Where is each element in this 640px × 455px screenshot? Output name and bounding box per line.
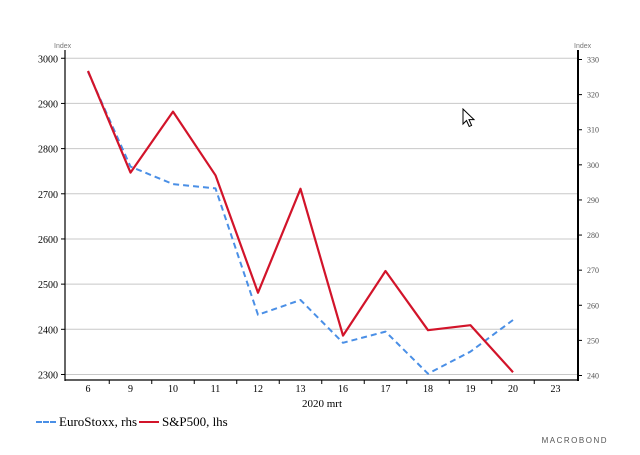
x-tick-label: 13 <box>296 384 306 395</box>
x-tick-label: 11 <box>211 384 221 395</box>
legend-label-sp500: S&P500, lhs <box>162 414 228 429</box>
left-tick-label: 2400 <box>38 325 58 336</box>
x-tick-label: 23 <box>551 384 561 395</box>
series-lines <box>86 70 514 375</box>
x-tick-label: 10 <box>168 384 178 395</box>
right-tick-label: 330 <box>587 56 599 65</box>
left-tick-label: 2500 <box>38 280 58 291</box>
left-tick-label: 2600 <box>38 235 58 246</box>
x-tick-label: 12 <box>253 384 263 395</box>
grid-lines <box>65 57 578 375</box>
right-axis-unit: Index <box>574 43 592 50</box>
x-tick-label: 6 <box>86 384 91 395</box>
x-tick-label: 19 <box>466 384 476 395</box>
legend: EuroStoxx, rhs S&P500, lhs <box>36 414 230 430</box>
left-axis-unit: Index <box>54 43 72 50</box>
series-line-sp500 <box>86 70 514 373</box>
legend-swatch-eurostoxx <box>36 421 56 423</box>
mouse-cursor-icon <box>462 108 476 128</box>
left-tick-label: 2800 <box>38 145 58 156</box>
x-tick-label: 20 <box>508 384 518 395</box>
right-tick-label: 270 <box>587 266 599 275</box>
x-tick-label: 16 <box>338 384 348 395</box>
right-tick-label: 280 <box>587 231 599 240</box>
legend-item-sp500: S&P500, lhs <box>139 414 228 430</box>
x-tick-label: 9 <box>128 384 133 395</box>
legend-label-eurostoxx: EuroStoxx, rhs <box>59 414 137 429</box>
left-tick-label: 2900 <box>38 99 58 110</box>
right-tick-label: 290 <box>587 196 599 205</box>
x-axis-ticks: 6 9 10 11 12 13 16 17 18 19 20 23 <box>86 380 561 395</box>
left-tick-label: 2700 <box>38 190 58 201</box>
right-tick-label: 310 <box>587 126 599 135</box>
right-tick-label: 320 <box>587 91 599 100</box>
right-tick-label: 240 <box>587 371 599 380</box>
left-tick-label: 2300 <box>38 370 58 381</box>
brand-logo: MACROBOND <box>541 436 608 445</box>
left-tick-label: 3000 <box>38 54 58 65</box>
right-axis-ticks: 240 250 260 270 280 290 300 310 320 330 <box>578 56 599 380</box>
legend-item-eurostoxx: EuroStoxx, rhs <box>36 414 137 430</box>
right-tick-label: 260 <box>587 301 599 310</box>
x-tick-label: 17 <box>381 384 391 395</box>
right-tick-label: 250 <box>587 336 599 345</box>
axes <box>64 50 579 381</box>
x-tick-label: 18 <box>423 384 433 395</box>
series-line-eurostoxx <box>87 71 514 375</box>
x-axis-title: 2020 mrt <box>302 398 342 410</box>
legend-swatch-sp500 <box>139 421 159 423</box>
left-axis-ticks: 2300 2400 2500 2600 2700 2800 2900 3000 <box>38 54 65 381</box>
right-tick-label: 300 <box>587 161 599 170</box>
